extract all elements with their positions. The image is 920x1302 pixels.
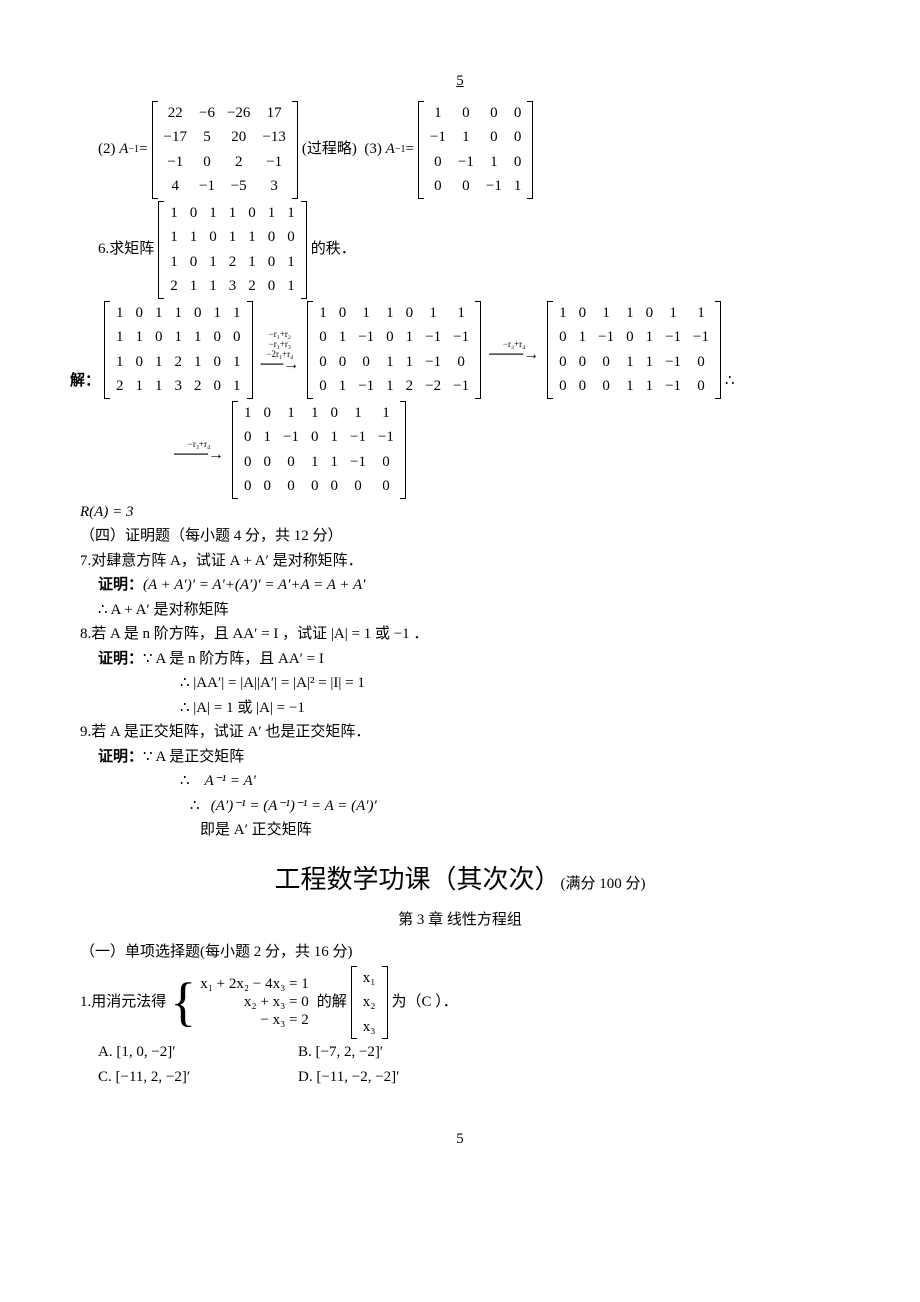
options-ab: A. [1, 0, −2]′ B. [−7, 2, −2]′: [80, 1041, 840, 1064]
q9-d: 即是 A′ 正交矩阵: [80, 819, 840, 842]
q8-proof: 证明：∵ A 是 n 阶方阵，且 AA′ = I: [80, 648, 840, 671]
section-1: （一）单项选择题(每小题 2 分，共 16 分): [80, 941, 840, 964]
q7-proof: 证明：(A + A′)′ = A′+(A′)′ = A′+A = A + A′: [80, 574, 840, 597]
matrix-6: 1011011110110010121012113201: [158, 201, 307, 299]
matrix-3: 1000−11000−11000−11: [418, 101, 533, 199]
section-4: （四）证明题（每小题 4 分，共 12 分）: [80, 525, 840, 548]
doc-title: 工程数学功课（其次次）(满分 100 分): [80, 860, 840, 899]
matrix-2: 22−6−2617−17520−13−102−14−1−53: [152, 101, 298, 199]
problem-2-3: (2) A−1 = 22−6−2617−17520−13−102−14−1−53…: [80, 101, 840, 199]
q9-b: ∴ A⁻¹ = A′: [80, 770, 840, 793]
page-number-bottom: 5: [80, 1128, 840, 1151]
vec-x: x₁x₂x₃: [351, 966, 388, 1040]
q8-b: ∴ |AA′| = |A||A′| = |A|² = |I| = 1: [80, 672, 840, 695]
label-2: (2): [98, 138, 116, 161]
page-number-top: 5: [80, 70, 840, 93]
rank-result: R(A) = 3: [80, 501, 840, 524]
problem-6: 6.求矩阵 1011011110110010121012113201 的秩．: [80, 201, 840, 299]
chapter: 第 3 章 线性方程组: [80, 909, 840, 932]
q9-proof: 证明：∵ A 是正交矩阵: [80, 746, 840, 769]
lhs: A: [119, 138, 128, 161]
q7: 7.对肆意方阵 A，试证 A + A′ 是对称矩阵．: [80, 550, 840, 573]
q8-c: ∴ |A| = 1 或 |A| = −1: [80, 697, 840, 720]
q9: 9.若 A 是正交矩阵，试证 A′ 也是正交矩阵．: [80, 721, 840, 744]
options-cd: C. [−11, 2, −2]′ D. [−11, −2, −2]′: [80, 1066, 840, 1089]
q1: 1.用消元法得 {x₁ + 2x₂ − 4x₃ = 1x₂ + x₃ = 0− …: [80, 966, 840, 1040]
solution-6: 解： 1011011110110010121012113201 −r₁+r₂−r…: [80, 301, 840, 499]
q9-c: ∴ (A′)⁻¹ = (A⁻¹)⁻¹ = A = (A′)′: [80, 795, 840, 818]
q8: 8.若 A 是 n 阶方阵，且 AA′ = I ，试证 |A| = 1 或 −1…: [80, 623, 840, 646]
q7-conclude: ∴ A + A′ 是对称矩阵: [80, 599, 840, 622]
